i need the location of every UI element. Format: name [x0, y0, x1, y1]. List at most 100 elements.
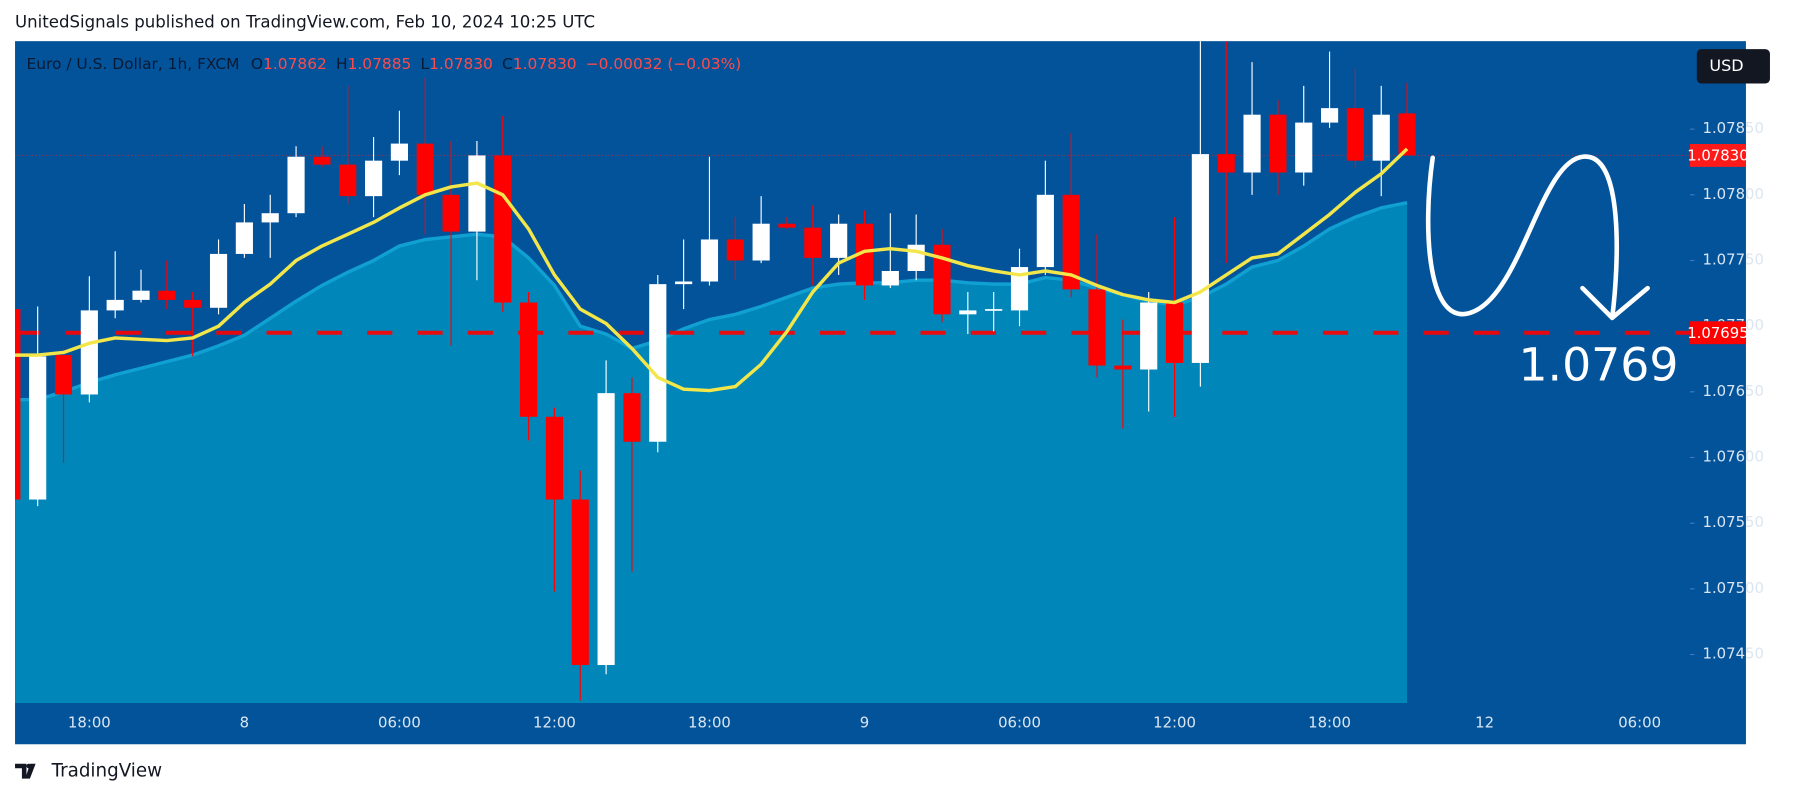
y-tick-label: 1.07750 — [1703, 250, 1764, 268]
candle-body — [700, 239, 719, 282]
price-label: 1.07695 — [1687, 324, 1748, 342]
moving-average — [15, 147, 1409, 393]
legend-text: C — [502, 55, 513, 73]
candle-body — [416, 143, 434, 195]
candle-body — [15, 309, 21, 500]
x-tick-label: 8 — [240, 714, 249, 732]
candle-body — [494, 155, 512, 303]
currency-button[interactable] — [1696, 49, 1770, 84]
candle-body — [1372, 114, 1390, 161]
candle-body — [339, 164, 357, 197]
legend-text: 1.07830 — [429, 55, 493, 73]
currency-label[interactable]: USD — [1709, 56, 1743, 75]
candle-body — [571, 499, 589, 666]
price-label-box — [1689, 143, 1746, 167]
candle-body — [287, 156, 305, 214]
candle-body — [881, 271, 899, 286]
candle-body — [726, 239, 744, 261]
x-tick-label: 18:00 — [68, 714, 111, 732]
candle-body — [597, 393, 615, 666]
candle-body — [158, 290, 176, 300]
x-tick-label: 18:00 — [688, 714, 731, 732]
candle-body — [804, 227, 822, 258]
candle-body — [1398, 113, 1416, 156]
candle-body — [1036, 194, 1054, 268]
x-tick-label: 9 — [860, 714, 869, 732]
target-annotation: 1.0769 — [1518, 339, 1678, 392]
candle-body — [80, 310, 98, 395]
price-label: 1.07830 — [1687, 147, 1748, 165]
candle-body — [29, 356, 47, 500]
candle-body — [132, 290, 150, 300]
candle-body — [1088, 289, 1106, 366]
legend-text: H — [336, 55, 348, 73]
y-tick-label: 1.07450 — [1703, 645, 1764, 663]
candle-body — [675, 281, 693, 285]
publish-header: UnitedSignals published on TradingView.c… — [15, 12, 595, 31]
legend-text: 1.07885 — [348, 55, 412, 73]
candle-body — [364, 160, 383, 197]
candle-body — [1140, 302, 1158, 370]
candle-body — [933, 244, 951, 315]
drawn-arrow — [1425, 154, 1650, 321]
legend-text: 1.07830 — [513, 55, 577, 73]
legend-text: Euro / U.S. Dollar, 1h, FXCM — [26, 55, 239, 73]
candle-body — [1320, 108, 1339, 123]
legend-text: L — [421, 55, 430, 73]
y-tick-label: 1.07800 — [1703, 185, 1764, 203]
candle-body — [830, 223, 848, 258]
candle-body — [520, 302, 538, 417]
candle-body — [54, 355, 73, 395]
candle-body — [1243, 114, 1261, 173]
y-tick-label: 1.07500 — [1703, 579, 1764, 597]
x-tick-label: 06:00 — [1618, 714, 1661, 732]
candle-body — [752, 223, 770, 261]
candle-body — [106, 299, 124, 311]
candle-body — [235, 222, 253, 254]
area-fill — [15, 202, 1408, 704]
candle-body — [184, 299, 202, 308]
candle-body — [468, 155, 486, 232]
candle-body — [1191, 154, 1209, 363]
candle-body — [1010, 267, 1029, 311]
candle-body — [623, 393, 641, 442]
candle-body — [959, 310, 977, 315]
candle-body — [1346, 108, 1364, 161]
x-tick-label: 18:00 — [1308, 714, 1351, 732]
candle-body — [1114, 365, 1132, 370]
x-tick-label: 06:00 — [998, 714, 1041, 732]
y-tick-label: 1.07550 — [1703, 513, 1764, 531]
candle-body — [545, 416, 564, 500]
candle-body — [1269, 114, 1287, 173]
candle-body — [907, 244, 925, 272]
candle-body — [261, 213, 279, 223]
candle-body — [855, 223, 874, 286]
candle-body — [1165, 302, 1184, 363]
y-tick-label: 1.07850 — [1703, 119, 1764, 137]
candle-body — [442, 194, 460, 232]
footer-brand: TradingView — [51, 761, 163, 782]
candle-body — [209, 253, 228, 308]
x-tick-label: 12:00 — [533, 714, 576, 732]
candle-body — [1217, 154, 1235, 173]
legend-text: O — [251, 55, 263, 73]
candle-body — [313, 156, 331, 165]
legend-text: 1.07862 — [263, 55, 327, 73]
candle-body — [985, 309, 1003, 311]
plot-area — [15, 41, 1690, 704]
candle-body — [649, 284, 667, 442]
candle-body — [778, 223, 796, 228]
candle-body — [1295, 122, 1313, 173]
candle-body — [390, 143, 408, 161]
price-label-box — [1689, 321, 1746, 345]
symbol-legend: Euro / U.S. Dollar, 1h, FXCM O1.07862 H1.0… — [26, 55, 741, 73]
x-tick-label: 12 — [1475, 714, 1494, 732]
candle-body — [1062, 194, 1080, 290]
tradingview-logo — [15, 763, 36, 779]
y-tick-label: 1.07600 — [1703, 448, 1764, 466]
y-tick-label: 1.07650 — [1703, 382, 1764, 400]
x-tick-label: 12:00 — [1153, 714, 1196, 732]
legend-text: −0.00032 (−0.03%) — [586, 55, 742, 73]
x-tick-label: 06:00 — [378, 714, 421, 732]
